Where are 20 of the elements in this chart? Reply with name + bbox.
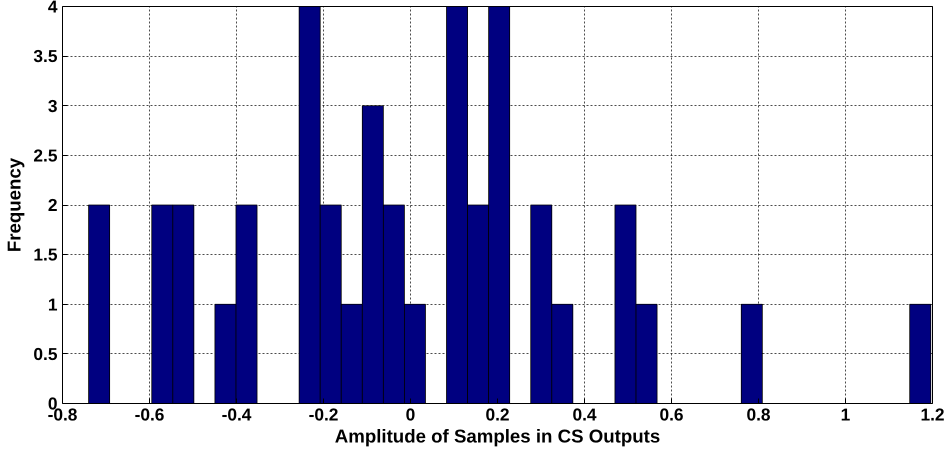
- x-tick-label: 1.2: [920, 404, 945, 424]
- y-tick-label: 2: [48, 195, 58, 215]
- x-tick-label: -0.6: [134, 404, 165, 424]
- x-tick-label: 0.4: [572, 404, 597, 424]
- x-tick-label: 1: [840, 404, 851, 424]
- y-axis-title: Frequency: [3, 157, 24, 252]
- y-tick-label: 3.5: [33, 46, 58, 66]
- y-tick-label: 1.5: [33, 244, 58, 265]
- x-tick-label: -0.2: [308, 404, 338, 424]
- y-tick-label: 4: [48, 0, 58, 16]
- x-tick-label: 0.6: [659, 404, 684, 424]
- y-tick-label: 0.5: [33, 344, 58, 364]
- x-tick-label: -0.4: [222, 404, 252, 424]
- x-tick-label: 0: [406, 404, 416, 424]
- y-tick-label: 1: [48, 294, 58, 314]
- x-tick-label: 0.2: [485, 404, 510, 424]
- y-tick-label: 2.5: [33, 145, 58, 166]
- x-tick-label: 0.8: [746, 404, 771, 424]
- y-tick-label: 3: [48, 96, 58, 116]
- x-axis-title: Amplitude of Samples in CS Outputs: [334, 426, 660, 446]
